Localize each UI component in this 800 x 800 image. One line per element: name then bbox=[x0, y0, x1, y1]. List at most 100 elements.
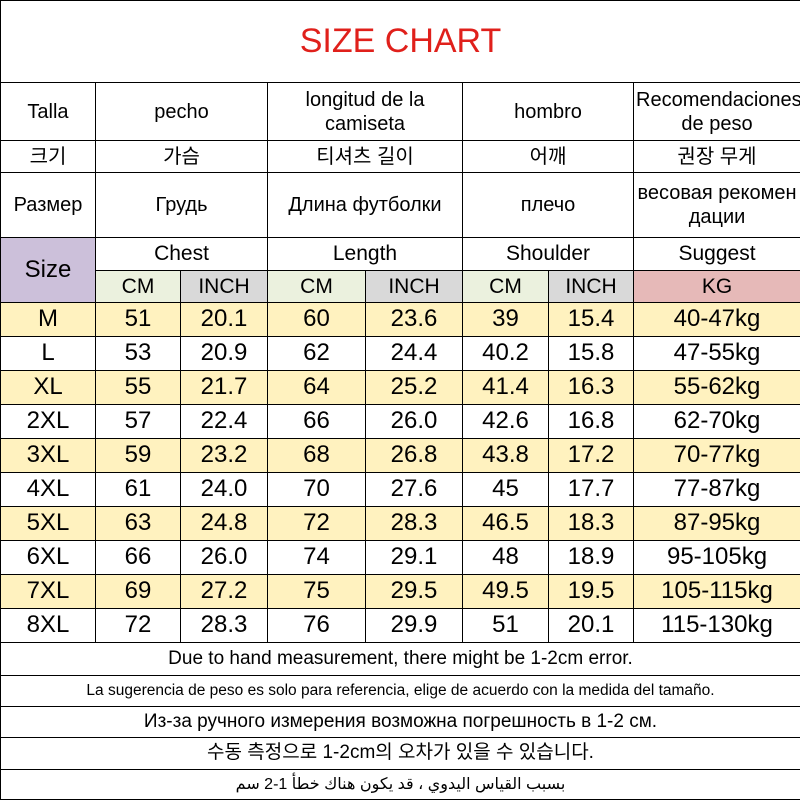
value-cell: 16.8 bbox=[548, 404, 634, 439]
value-cell: 64 bbox=[267, 370, 366, 405]
header-cell: pecho bbox=[95, 82, 268, 141]
value-cell: 24.0 bbox=[180, 472, 268, 507]
size-cell: 6XL bbox=[0, 540, 96, 575]
value-cell: 27.2 bbox=[180, 574, 268, 609]
table-row: 수동 측정으로 1-2cm의 오차가 있을 수 있습니다. bbox=[0, 737, 800, 770]
note: La sugerencia de peso es solo para refer… bbox=[0, 675, 800, 707]
value-cell: 40-47kg bbox=[632, 302, 800, 337]
value-cell: 66 bbox=[95, 540, 181, 575]
table-row: 7XL 69 27.2 75 29.5 49.5 19.5 105-115kg bbox=[0, 574, 800, 609]
value-cell: 20.9 bbox=[180, 336, 268, 371]
size-cell: M bbox=[0, 302, 96, 337]
table-row: 8XL 72 28.3 76 29.9 51 20.1 115-130kg bbox=[0, 608, 800, 643]
value-cell: 70 bbox=[267, 472, 366, 507]
table-row: Размер Грудь Длина футболки плечо весовая ре… bbox=[0, 172, 800, 238]
value-cell: 39 bbox=[462, 302, 549, 337]
note: Из-за ручного измерения возможна погрешн… bbox=[0, 706, 800, 738]
value-cell: 25.2 bbox=[365, 370, 463, 405]
unit-header: INCH bbox=[548, 270, 634, 303]
value-cell: 22.4 bbox=[180, 404, 268, 439]
value-cell: 51 bbox=[462, 608, 549, 643]
value-cell: 74 bbox=[267, 540, 366, 575]
table-row: 5XL 63 24.8 72 28.3 46.5 18.3 87-95kg bbox=[0, 506, 800, 541]
value-cell: 49.5 bbox=[462, 574, 549, 609]
group-header: Length bbox=[267, 237, 463, 271]
size-cell: 2XL bbox=[0, 404, 96, 439]
header-cell: 어깨 bbox=[462, 140, 634, 173]
unit-header: INCH bbox=[180, 270, 268, 303]
table-row: Size Chest Length Shoulder Suggest bbox=[0, 237, 800, 303]
value-cell: 26.0 bbox=[180, 540, 268, 575]
value-cell: 53 bbox=[95, 336, 181, 371]
table-row: CM INCH CM INCH CM INCH KG bbox=[1, 270, 800, 303]
header-cell: Recomendaciones de peso bbox=[632, 82, 800, 141]
value-cell: 66 bbox=[267, 404, 366, 439]
table-row: 3XL 59 23.2 68 26.8 43.8 17.2 70-77kg bbox=[0, 438, 800, 473]
header-cell: 크기 bbox=[0, 140, 96, 173]
value-cell: 26.8 bbox=[365, 438, 463, 473]
value-cell: 69 bbox=[95, 574, 181, 609]
table-row: 6XL 66 26.0 74 29.1 48 18.9 95-105kg bbox=[0, 540, 800, 575]
value-cell: 29.5 bbox=[365, 574, 463, 609]
note: 수동 측정으로 1-2cm의 오차가 있을 수 있습니다. bbox=[0, 737, 800, 770]
value-cell: 57 bbox=[95, 404, 181, 439]
value-cell: 59 bbox=[95, 438, 181, 473]
value-cell: 61 bbox=[95, 472, 181, 507]
value-cell: 62 bbox=[267, 336, 366, 371]
header-cell: Длина футболки bbox=[267, 172, 463, 238]
group-header: Shoulder bbox=[462, 237, 634, 271]
value-cell: 63 bbox=[95, 506, 181, 541]
value-cell: 29.1 bbox=[365, 540, 463, 575]
size-label: Size bbox=[0, 237, 96, 303]
value-cell: 72 bbox=[267, 506, 366, 541]
value-cell: 55 bbox=[95, 370, 181, 405]
value-cell: 75 bbox=[267, 574, 366, 609]
header-cell: 권장 무게 bbox=[632, 140, 800, 173]
value-cell: 28.3 bbox=[365, 506, 463, 541]
header-cell: Грудь bbox=[95, 172, 268, 238]
note: Due to hand measurement, there might be … bbox=[0, 642, 800, 676]
table-row: Talla pecho longitud de la camiseta hombro R… bbox=[0, 82, 800, 141]
value-cell: 105-115kg bbox=[632, 574, 800, 609]
value-cell: 21.7 bbox=[180, 370, 268, 405]
value-cell: 87-95kg bbox=[632, 506, 800, 541]
unit-header: CM bbox=[267, 270, 366, 303]
table-row: L 53 20.9 62 24.4 40.2 15.8 47-55kg bbox=[0, 336, 800, 371]
value-cell: 16.3 bbox=[548, 370, 634, 405]
header-cell: Talla bbox=[0, 82, 96, 141]
value-cell: 43.8 bbox=[462, 438, 549, 473]
header-cell: Размер bbox=[0, 172, 96, 238]
unit-header: CM bbox=[95, 270, 181, 303]
table-row: XL 55 21.7 64 25.2 41.4 16.3 55-62kg bbox=[0, 370, 800, 405]
size-cell: 5XL bbox=[0, 506, 96, 541]
value-cell: 40.2 bbox=[462, 336, 549, 371]
title: SIZE CHART bbox=[0, 0, 800, 83]
table-row: بسبب القياس اليدوي ، قد يكون هناك خطأ 1-… bbox=[0, 769, 800, 800]
value-cell: 77-87kg bbox=[632, 472, 800, 507]
value-cell: 23.6 bbox=[365, 302, 463, 337]
value-cell: 62-70kg bbox=[632, 404, 800, 439]
group-header: Chest bbox=[95, 237, 268, 271]
value-cell: 95-105kg bbox=[632, 540, 800, 575]
value-cell: 26.0 bbox=[365, 404, 463, 439]
value-cell: 15.4 bbox=[548, 302, 634, 337]
table-row: 4XL 61 24.0 70 27.6 45 17.7 77-87kg bbox=[0, 472, 800, 507]
header-cell: 티셔츠 길이 bbox=[267, 140, 463, 173]
value-cell: 47-55kg bbox=[632, 336, 800, 371]
header-cell: longitud de la camiseta bbox=[267, 82, 463, 141]
unit-header: INCH bbox=[365, 270, 463, 303]
table-row: 크기 가슴 티셔츠 길이 어깨 권장 무게 bbox=[0, 140, 800, 173]
unit-header: CM bbox=[462, 270, 549, 303]
value-cell: 115-130kg bbox=[632, 608, 800, 643]
table-row: M 51 20.1 60 23.6 39 15.4 40-47kg bbox=[0, 302, 800, 337]
value-cell: 60 bbox=[267, 302, 366, 337]
table-row: SIZE CHART bbox=[0, 0, 800, 83]
header-cell: hombro bbox=[462, 82, 634, 141]
value-cell: 72 bbox=[95, 608, 181, 643]
value-cell: 18.3 bbox=[548, 506, 634, 541]
size-cell: 4XL bbox=[0, 472, 96, 507]
value-cell: 17.2 bbox=[548, 438, 634, 473]
value-cell: 17.7 bbox=[548, 472, 634, 507]
value-cell: 29.9 bbox=[365, 608, 463, 643]
